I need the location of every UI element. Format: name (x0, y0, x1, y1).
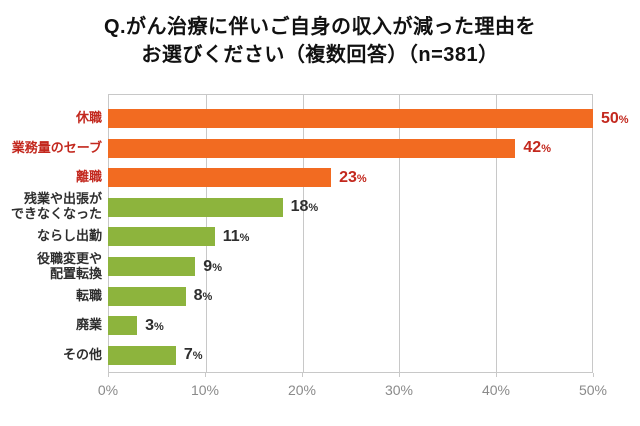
bar-track: 18% (108, 197, 640, 217)
bar-track: 23% (108, 168, 640, 188)
bar-track: 50% (108, 109, 640, 128)
chart-title-line1: Q.がん治療に伴いご自身の収入が減った理由を (103, 16, 537, 38)
axis-tick-mark (496, 373, 497, 377)
value-unit: % (618, 113, 629, 126)
value-label: 9% (203, 257, 222, 275)
value-unit: % (212, 261, 222, 274)
category-label: 休職 (75, 110, 102, 126)
category-label: 廃業 (75, 317, 102, 333)
gridline (302, 95, 304, 372)
category-label: ならし出勤 (36, 228, 102, 244)
bar-track: 42% (108, 138, 640, 158)
bar-row: その他 7% (0, 340, 640, 371)
bar-chart: 休職 50% 業務量のセーブ 42% 離職 23% 残業や出張が できなくなった 18% ならし… (0, 94, 640, 406)
value-label: 18% (291, 199, 319, 215)
value-number: 18 (290, 198, 309, 216)
axis-tick-mark (593, 373, 594, 377)
value-unit: % (192, 350, 203, 363)
category-label: 業務量のセーブ (11, 139, 102, 155)
category-label: 役職変更や 配置転換 (36, 250, 102, 281)
bar (108, 168, 332, 188)
value-label: 3% (145, 316, 164, 334)
bar-row: 転職 8% (0, 281, 640, 312)
bar-row: 休職 50% (0, 103, 640, 134)
value-label: 50% (601, 109, 629, 127)
bar (108, 197, 283, 217)
axis-tick-mark (205, 373, 206, 377)
category-label: 転職 (75, 287, 102, 303)
value-unit: % (541, 143, 551, 156)
bar-track: 7% (108, 345, 640, 365)
value-number: 7 (183, 346, 193, 364)
axis-tick-label: 10% (190, 382, 220, 398)
value-number: 9 (203, 257, 213, 275)
bar (108, 345, 176, 365)
value-number: 50 (601, 109, 619, 127)
value-number: 42 (523, 139, 542, 157)
axis-tick-label: 40% (481, 382, 511, 398)
value-label: 23% (339, 168, 367, 186)
value-number: 23 (339, 168, 357, 186)
axis-tick-mark (108, 373, 109, 377)
axis-tick-label: 0% (97, 382, 119, 398)
bar (108, 257, 196, 276)
value-number: 11 (222, 227, 240, 245)
bar-track: 11% (108, 227, 640, 247)
value-label: 7% (184, 347, 203, 363)
bar-row: 役職変更や 配置転換 9% (0, 251, 640, 282)
bar (108, 316, 138, 336)
axis-tick-mark (399, 373, 400, 377)
axis-tick-label: 50% (578, 382, 608, 398)
bar-track: 3% (108, 316, 640, 336)
value-unit: % (356, 172, 367, 185)
value-label: 11% (222, 227, 250, 245)
bar-row: 残業や出張が できなくなった 18% (0, 191, 640, 223)
value-label: 42% (523, 140, 551, 156)
bar-row: 業務量のセーブ 42% (0, 133, 640, 164)
bar-row: 廃業 3% (0, 310, 640, 341)
category-label: その他 (62, 346, 102, 362)
bar (108, 286, 186, 306)
axis-tick-mark (302, 373, 303, 377)
gridline (496, 95, 498, 372)
value-number: 8 (193, 287, 203, 305)
value-unit: % (202, 291, 213, 304)
value-number: 3 (145, 316, 154, 334)
axis-tick-label: 30% (384, 382, 414, 398)
value-label: 8% (194, 288, 213, 304)
bar-track: 9% (108, 257, 640, 276)
bar (108, 227, 215, 247)
value-unit: % (239, 231, 250, 244)
bar-row: ならし出勤 11% (0, 221, 640, 252)
bar (108, 138, 516, 158)
value-unit: % (154, 320, 164, 333)
gridline (399, 95, 401, 372)
value-unit: % (308, 202, 319, 215)
chart-title: Q.がん治療に伴いご自身の収入が減った理由を お選びください（複数回答）（n=3… (0, 0, 640, 69)
bar (108, 109, 593, 128)
bar-row: 離職 23% (0, 162, 640, 193)
category-label: 残業や出張が できなくなった (10, 191, 102, 222)
axis-tick-label: 20% (287, 382, 317, 398)
category-label: 離職 (75, 169, 102, 185)
chart-title-line2: お選びください（複数回答）（n=381） (141, 44, 499, 66)
bar-track: 8% (108, 286, 640, 306)
